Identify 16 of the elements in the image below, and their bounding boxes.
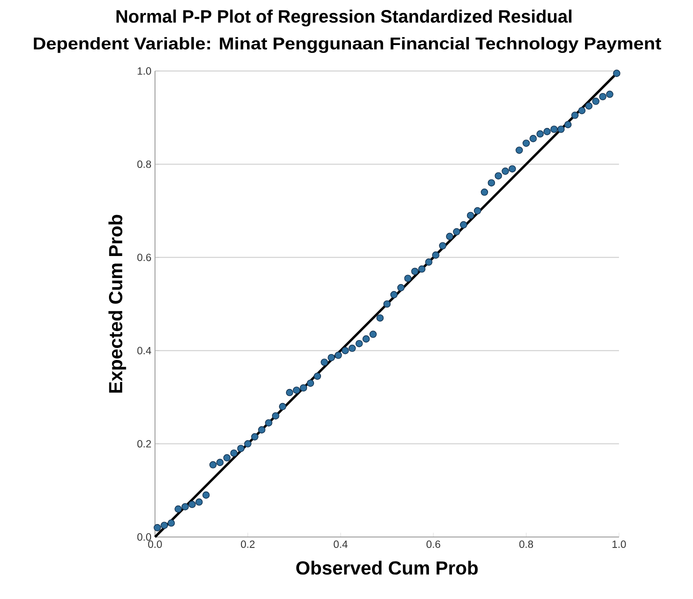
chart-subtitle: Dependent Variable: Minat Penggunaan Financial Technology Payment: [34, 37, 662, 53]
x-tick-label: 0.4: [334, 540, 348, 548]
y-axis-title: Expected Cum Prob: [108, 214, 126, 393]
y-tick-label: 0.6: [137, 254, 152, 262]
x-axis-title: Observed Cum Prob: [296, 560, 478, 575]
y-tick-label: 1.0: [138, 67, 152, 75]
x-tick-label: 0.2: [240, 540, 255, 548]
x-tick-label: 0.6: [426, 540, 440, 548]
y-tick-label: 0.0: [137, 533, 152, 541]
x-tick-label: 0.0: [148, 540, 162, 548]
y-tick-label: 0.8: [137, 160, 152, 168]
x-tick-label: 0.8: [519, 540, 534, 548]
y-tick-label: 0.4: [137, 346, 152, 354]
x-tick-label: 1.0: [612, 540, 626, 548]
chart-title: Normal P-P Plot of Regression Standardized Residual: [116, 10, 572, 26]
y-tick-label: 0.2: [137, 440, 151, 448]
